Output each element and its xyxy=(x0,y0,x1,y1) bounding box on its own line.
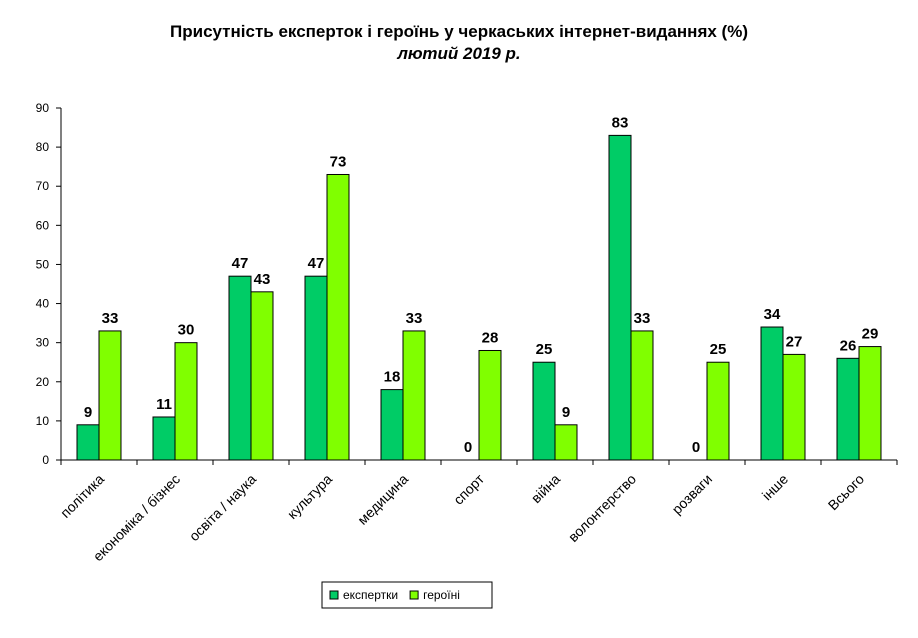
x-tick-label: медицина xyxy=(354,471,411,528)
y-tick-label: 60 xyxy=(36,218,50,232)
x-tick-label: спорт xyxy=(450,470,487,507)
legend-swatch xyxy=(409,590,419,600)
x-tick-label: культура xyxy=(284,471,335,522)
data-label: 25 xyxy=(710,341,727,358)
bar xyxy=(706,361,730,461)
data-label: 11 xyxy=(156,396,172,413)
bar xyxy=(380,389,404,461)
bar xyxy=(174,342,198,461)
bar xyxy=(782,353,806,461)
data-label: 0 xyxy=(692,439,700,456)
data-label: 9 xyxy=(84,404,92,421)
data-label: 25 xyxy=(536,341,553,358)
bar xyxy=(98,330,122,461)
bar xyxy=(532,361,556,461)
legend-label: героїні xyxy=(423,588,460,602)
chart-title: Присутність експерток і героїнь у черкас… xyxy=(170,22,748,41)
data-label: 29 xyxy=(862,326,879,343)
y-tick-label: 40 xyxy=(36,297,50,311)
legend-label: експертки xyxy=(343,588,398,602)
y-tick-label: 20 xyxy=(36,375,50,389)
data-label: 43 xyxy=(254,271,271,288)
bar xyxy=(402,330,426,461)
bar xyxy=(152,416,176,461)
data-label: 47 xyxy=(232,255,249,272)
x-tick-label: війна xyxy=(528,471,563,506)
x-tick-label: волонтерство xyxy=(565,471,639,545)
y-tick-label: 30 xyxy=(36,336,50,350)
data-label: 18 xyxy=(384,369,401,386)
legend-box xyxy=(321,581,493,609)
bar xyxy=(228,275,252,461)
data-label: 33 xyxy=(634,310,651,327)
data-label: 34 xyxy=(764,306,781,323)
bar xyxy=(760,326,784,461)
data-label: 27 xyxy=(786,333,803,350)
bar xyxy=(608,134,632,461)
y-tick-label: 90 xyxy=(36,101,50,115)
x-tick-label: політика xyxy=(57,471,107,521)
bar xyxy=(304,275,328,461)
bar xyxy=(836,357,860,461)
bar xyxy=(630,330,654,461)
data-label: 83 xyxy=(612,114,629,131)
x-tick-label: Всього xyxy=(825,471,868,514)
data-label: 33 xyxy=(102,310,119,327)
y-tick-label: 80 xyxy=(36,140,50,154)
data-label: 28 xyxy=(482,329,499,346)
data-label: 26 xyxy=(840,337,857,354)
x-tick-label: інше xyxy=(759,471,792,504)
bar xyxy=(858,346,882,461)
data-label: 9 xyxy=(562,404,570,421)
y-tick-label: 10 xyxy=(36,414,50,428)
data-label: 0 xyxy=(464,439,472,456)
data-label: 73 xyxy=(330,153,347,170)
data-label: 33 xyxy=(406,310,423,327)
y-tick-label: 0 xyxy=(42,453,49,467)
chart-subtitle: лютий 2019 р. xyxy=(397,44,521,63)
bar xyxy=(250,291,274,461)
x-tick-label: освіта / наука xyxy=(186,471,259,544)
bar xyxy=(76,424,100,461)
bar xyxy=(554,424,578,461)
bar xyxy=(326,173,350,461)
y-tick-label: 50 xyxy=(36,257,50,271)
bar xyxy=(478,349,502,461)
legend-swatch xyxy=(329,590,339,600)
x-tick-label: розваги xyxy=(669,471,716,518)
data-label: 47 xyxy=(308,255,325,272)
data-label: 30 xyxy=(178,322,195,339)
y-tick-label: 70 xyxy=(36,179,50,193)
